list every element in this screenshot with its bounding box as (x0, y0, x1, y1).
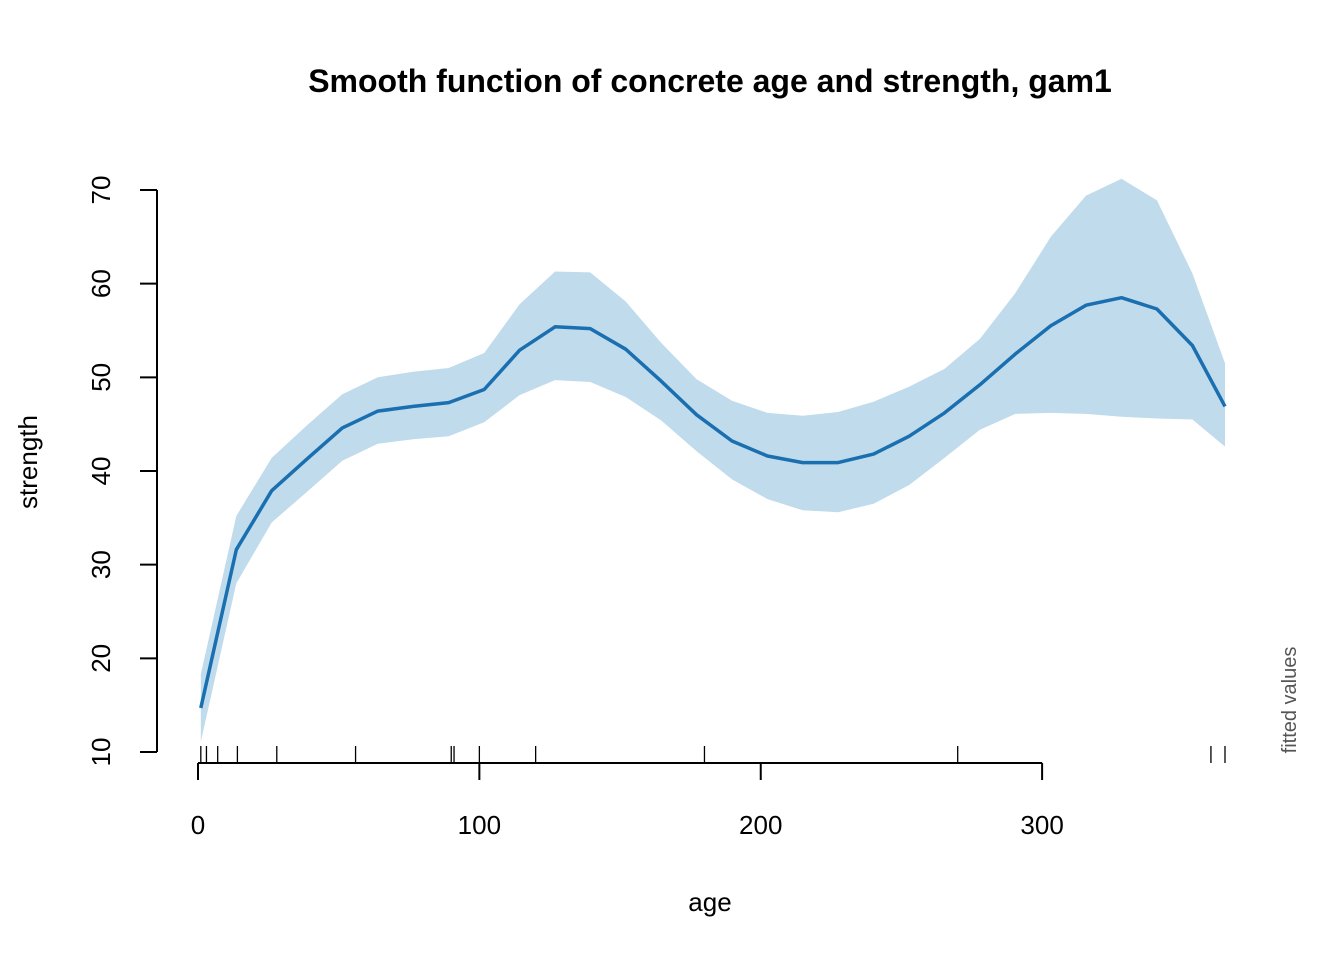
x-tick-label: 300 (1020, 810, 1063, 840)
chart-title: Smooth function of concrete age and stre… (308, 63, 1112, 99)
y-tick-label: 30 (86, 550, 116, 579)
confidence-band (200, 178, 1225, 742)
fitted-values-note: fitted values (1279, 647, 1301, 754)
y-tick-label: 10 (86, 738, 116, 767)
x-axis: 0 100 200 300 (191, 762, 1064, 840)
y-tick-label: 20 (86, 644, 116, 673)
rug-marks (200, 746, 1226, 763)
y-axis: 10 20 30 40 50 60 70 (86, 176, 158, 767)
x-ticks: 0 100 200 300 (191, 763, 1064, 840)
y-tick-label: 40 (86, 457, 116, 486)
x-tick-label: 100 (458, 810, 501, 840)
x-tick-label: 0 (191, 810, 205, 840)
y-axis-label: strength (13, 415, 43, 509)
y-ticks: 10 20 30 40 50 60 70 (86, 176, 157, 767)
fitted-line (199, 295, 1227, 709)
plot-area (199, 178, 1227, 763)
y-tick-label: 50 (86, 363, 116, 392)
y-tick-label: 60 (86, 269, 116, 298)
x-tick-label: 200 (739, 810, 782, 840)
x-axis-label: age (688, 887, 731, 917)
y-tick-label: 70 (86, 176, 116, 205)
